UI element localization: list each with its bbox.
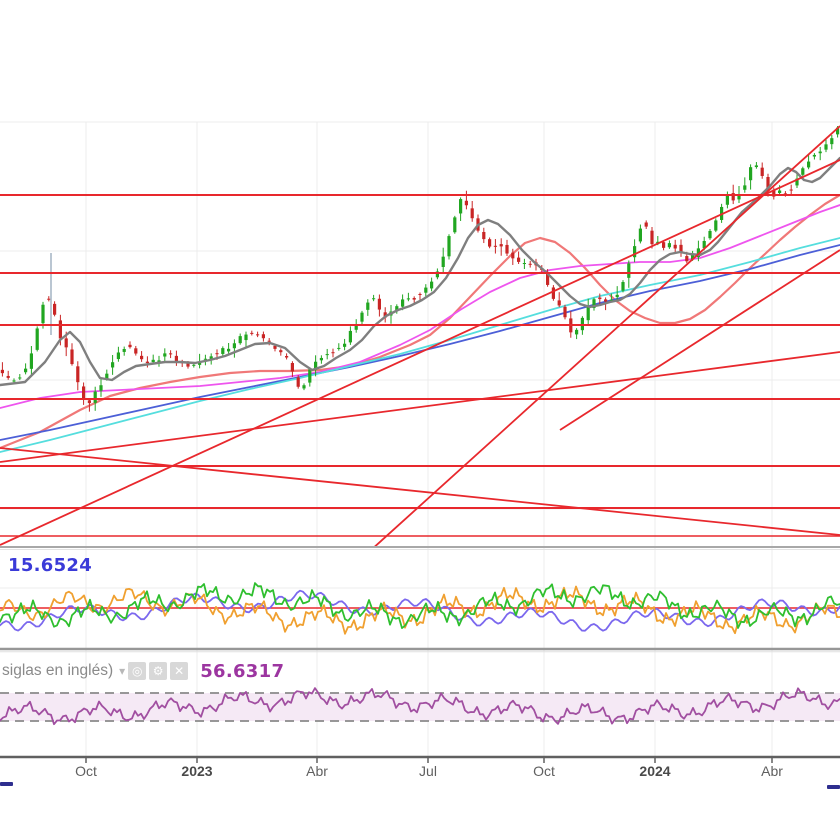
main-price-panel bbox=[0, 125, 840, 546]
time-axis-line bbox=[0, 755, 840, 763]
axis-label: Abr bbox=[761, 763, 783, 779]
osc-blue bbox=[0, 589, 840, 632]
scrollbar-left-dash[interactable] bbox=[0, 782, 13, 786]
close-icon[interactable]: ✕ bbox=[170, 662, 189, 680]
rsi-line bbox=[0, 687, 840, 726]
record-icon[interactable]: ◎ bbox=[128, 662, 147, 680]
support-resistance-levels bbox=[0, 194, 840, 537]
ma-salmon bbox=[0, 193, 840, 450]
time-axis[interactable]: Oct 2023 Abr Jul Oct 2024 Abr bbox=[0, 763, 840, 783]
axis-label: Abr bbox=[306, 763, 328, 779]
axis-label: 2023 bbox=[181, 763, 213, 779]
axis-label: Oct bbox=[533, 763, 555, 779]
rsi-panel bbox=[0, 687, 840, 726]
axis-label: Oct bbox=[75, 763, 97, 779]
ma-blue bbox=[0, 244, 840, 441]
panel-divider bbox=[0, 546, 840, 653]
ma-magenta bbox=[0, 204, 840, 409]
gear-icon[interactable]: ⚙ bbox=[149, 662, 168, 680]
ma-cyan bbox=[0, 237, 840, 453]
osc-green bbox=[0, 582, 840, 629]
trendlines bbox=[0, 125, 840, 546]
indicator2-value: 56.6317 bbox=[200, 660, 285, 682]
chevron-down-icon[interactable]: ▾ bbox=[119, 664, 126, 678]
scrollbar-right-dash[interactable] bbox=[827, 785, 840, 789]
indicator2-header: siglas en inglés) ▾ ◎ ⚙ ✕ 56.6317 bbox=[2, 660, 284, 682]
oscillator-panel bbox=[0, 582, 840, 635]
osc-orange bbox=[0, 585, 840, 635]
ma-gray bbox=[0, 156, 840, 387]
axis-label: 2024 bbox=[639, 763, 671, 779]
axis-label: Jul bbox=[419, 763, 437, 779]
indicator2-title: siglas en inglés) bbox=[2, 662, 114, 679]
indicator1-value: 15.6524 bbox=[8, 555, 93, 576]
